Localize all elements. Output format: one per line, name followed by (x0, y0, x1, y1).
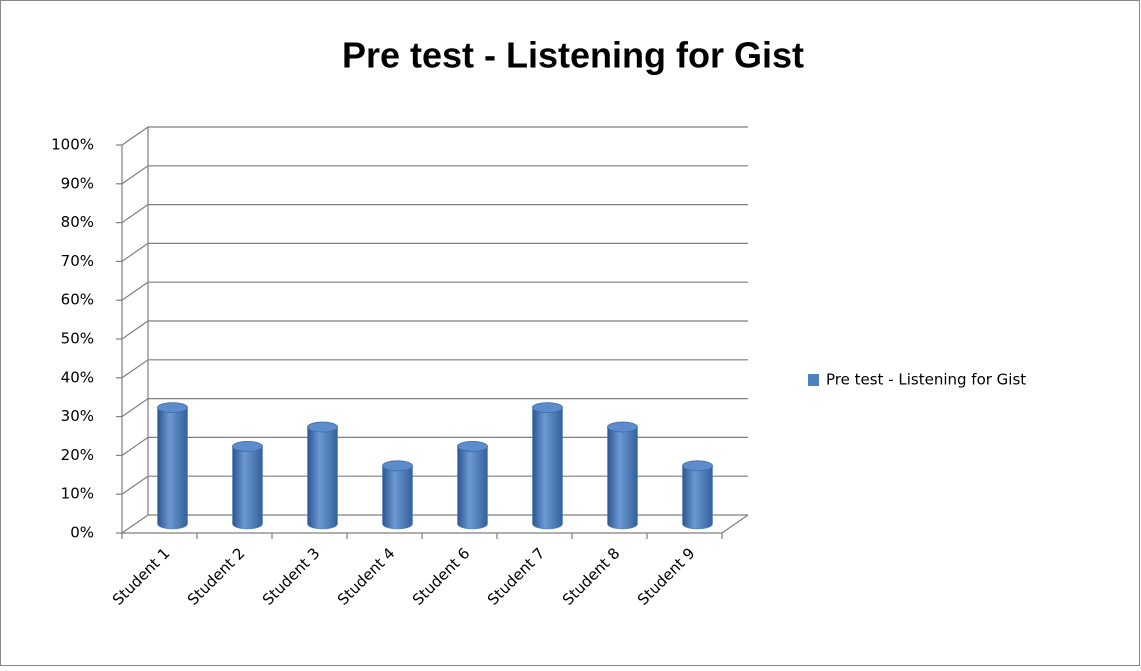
y-tick-label: 50% (61, 330, 94, 348)
bar (607, 426, 638, 530)
grid-line (121, 359, 748, 379)
bar-top (532, 402, 563, 414)
y-tick-label: 0% (70, 524, 94, 542)
y-tick-label: 80% (61, 213, 94, 231)
bar-top (607, 421, 638, 433)
bar (307, 426, 338, 530)
y-tick-label: 20% (61, 446, 94, 464)
y-tick-label: 70% (61, 252, 94, 270)
bar (382, 465, 413, 530)
bar-top (457, 440, 488, 452)
grid-line (121, 165, 748, 185)
bar (532, 407, 563, 530)
bar-top (307, 421, 338, 433)
grid-line (121, 126, 748, 146)
y-tick-label: 90% (61, 174, 94, 192)
grid-line (121, 398, 748, 418)
bar-top (232, 440, 263, 452)
bar (157, 407, 188, 530)
chart-title: Pre test - Listening for Gist (342, 35, 804, 76)
bar-top (382, 460, 413, 472)
grid-line (121, 204, 748, 224)
bar (682, 465, 713, 530)
bar-top (682, 460, 713, 472)
y-tick-label: 10% (61, 485, 94, 503)
grid-line (121, 320, 748, 340)
bar (232, 446, 263, 530)
y-tick-label: 100% (51, 136, 94, 154)
bar (457, 446, 488, 530)
y-tick-label: 60% (61, 291, 94, 309)
bar-top (157, 402, 188, 414)
legend-label: Pre test - Listening for Gist (826, 371, 1026, 389)
grid-line (121, 281, 748, 301)
legend-swatch (808, 374, 819, 386)
floor-side (721, 514, 749, 534)
y-tick-label: 40% (61, 368, 94, 386)
grid-line (121, 242, 748, 262)
y-tick-label: 30% (61, 407, 94, 425)
